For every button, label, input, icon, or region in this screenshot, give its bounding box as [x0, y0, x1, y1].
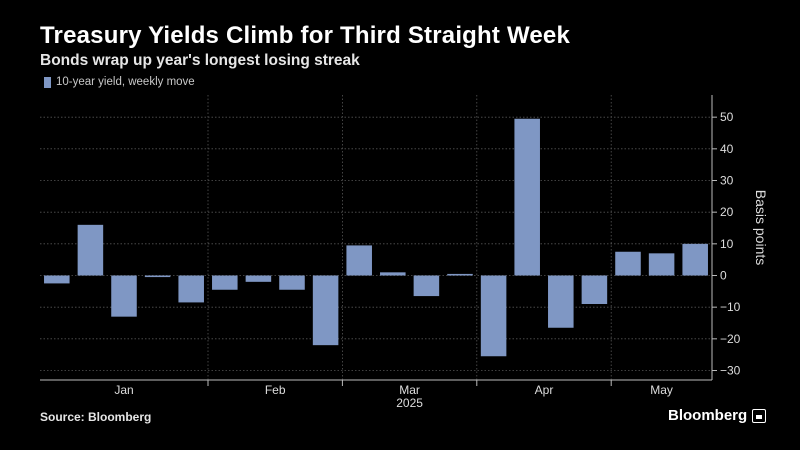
- chart-subtitle: Bonds wrap up year's longest losing stre…: [40, 52, 360, 69]
- x-tick-label: Mar: [399, 383, 420, 397]
- bar: [380, 272, 406, 276]
- legend-swatch: [44, 76, 51, 88]
- chart-title: Treasury Yields Climb for Third Straight…: [40, 22, 571, 49]
- bar: [682, 243, 708, 276]
- y-tick-label: −20: [720, 332, 741, 346]
- bar: [581, 275, 608, 304]
- bar: [144, 275, 171, 278]
- bar: [312, 275, 339, 346]
- bar: [212, 275, 238, 290]
- source-note: Source: Bloomberg: [40, 410, 152, 424]
- y-tick-label: 30: [720, 174, 734, 188]
- x-tick-label: Feb: [265, 383, 286, 397]
- legend: 10-year yield, weekly move: [44, 76, 195, 88]
- y-tick-label: 40: [720, 142, 734, 156]
- bar: [178, 275, 204, 303]
- bar: [346, 245, 372, 276]
- x-tick-label: Jan: [114, 383, 133, 397]
- x-year-label: 2025: [396, 396, 423, 410]
- bar: [111, 275, 137, 317]
- bar: [44, 275, 70, 284]
- bloomberg-logo: Bloomberg: [668, 407, 767, 424]
- bar: [413, 275, 440, 297]
- y-tick-label: −30: [720, 364, 741, 378]
- y-tick-label: 10: [720, 237, 734, 251]
- bar: [514, 118, 540, 276]
- bloomberg-mark-icon: [752, 408, 767, 423]
- bar: [77, 224, 104, 276]
- bar: [480, 275, 507, 357]
- bar: [548, 275, 574, 328]
- y-axis-title: Basis points: [753, 190, 769, 265]
- y-tick-label: −10: [720, 300, 741, 314]
- y-tick-label: 0: [720, 269, 727, 283]
- bar: [447, 273, 473, 276]
- x-tick-label: May: [650, 383, 673, 397]
- brand-text: Bloomberg: [668, 407, 748, 424]
- legend-label: 10-year yield, weekly move: [56, 76, 195, 88]
- x-tick-label: Apr: [535, 383, 554, 397]
- y-tick-label: 50: [720, 110, 734, 124]
- bar: [279, 275, 305, 290]
- bar: [615, 251, 641, 276]
- y-tick-label: 20: [720, 205, 734, 219]
- bar: [648, 253, 675, 276]
- bar: [245, 275, 272, 282]
